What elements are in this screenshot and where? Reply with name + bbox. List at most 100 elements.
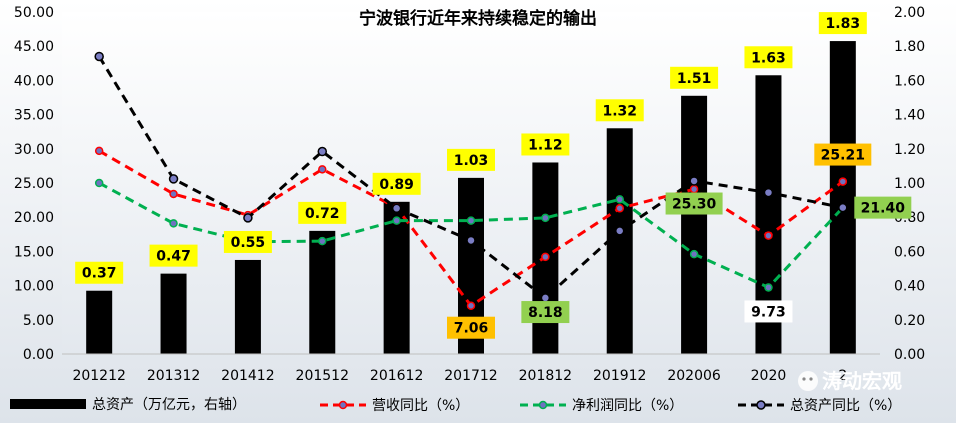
net-profit-point-label-text: 21.40: [861, 201, 906, 217]
left-axis-tick-label: 10.00: [14, 279, 54, 295]
left-axis: 0.00 5.00 10.00 15.00 20.00 25.00 30.00 35.00 40…: [14, 5, 54, 363]
left-axis-tick-label: 25.00: [14, 176, 54, 192]
left-axis-tick-label: 40.00: [14, 73, 54, 89]
right-axis-tick-label: 1.20: [894, 142, 925, 158]
left-axis-tick-label: 0.00: [23, 347, 54, 363]
bar: [606, 128, 633, 354]
left-axis-tick-label: 35.00: [14, 108, 54, 124]
right-axis-tick-label: 1.00: [894, 176, 925, 192]
legend-label: 净利润同比（%）: [572, 398, 683, 414]
bar-value-label: 0.55: [223, 230, 272, 253]
series-point: [540, 293, 551, 303]
series-point: [317, 146, 328, 157]
bar-value-label-bg: [595, 99, 644, 122]
bar-value-label-bg: [521, 133, 570, 156]
right-axis-tick-label: 0.00: [894, 347, 925, 363]
series-point: [615, 204, 624, 213]
bar-value-label: 0.89: [372, 172, 421, 195]
bar-value-label-bg: [298, 201, 347, 224]
legend-swatch-marker: [338, 400, 348, 410]
net-profit-point-label: 9.73: [744, 300, 793, 323]
left-axis-tick-label: 50.00: [14, 5, 54, 21]
series-point: [318, 236, 327, 246]
series-point: [689, 176, 699, 186]
wechat-icon-eye-left: [802, 377, 806, 381]
series-point: [466, 301, 476, 310]
bar-value-label-text: 0.37: [82, 266, 117, 282]
net-profit-point-label: 8.18: [521, 301, 570, 324]
bar-value-label-bg: [223, 230, 272, 253]
bar-value-label-bg: [447, 148, 495, 171]
net-profit-point-label-text: 25.30: [672, 197, 717, 213]
right-axis-tick-label: 2.00: [894, 5, 925, 21]
series-point: [466, 216, 476, 225]
left-axis-tick-label: 15.00: [14, 244, 54, 260]
bar-value-label-text: 1.83: [826, 16, 861, 32]
net-profit-point-label: 25.30: [665, 192, 723, 215]
net-profit-point-label-bg: [854, 196, 912, 219]
bar-value-label-text: 1.63: [751, 50, 786, 66]
left-axis-tick-label: 5.00: [23, 313, 54, 329]
revenue-point-label-text: 7.06: [454, 321, 489, 337]
bar-value-label-text: 1.12: [528, 137, 563, 153]
net-profit-point-label-bg: [521, 301, 570, 324]
series-point: [614, 226, 625, 236]
series-point: [391, 203, 402, 214]
series-point: [243, 213, 253, 223]
bar-value-label-text: 0.55: [231, 235, 266, 251]
bar-value-label-text: 1.51: [677, 71, 712, 87]
x-axis-tick-label: 201412: [221, 368, 274, 384]
x-axis-tick-label: 201712: [444, 368, 497, 384]
right-axis-tick-label: 1.80: [894, 39, 925, 55]
legend: 总资产（万亿元，右轴） 营收同比（%） 净利润同比（%） 总资产同比（%）: [10, 397, 901, 414]
revenue-point-label-bg: [814, 143, 872, 166]
bar-labels: 0.37 0.47 0.55 0.72 0.89 1.03 1.12 1.32 1.51 1.63…: [75, 12, 867, 284]
bar-value-label: 1.03: [447, 148, 495, 171]
bar-value-label-bg: [149, 244, 198, 267]
wechat-icon: [798, 371, 818, 391]
bar-value-label-text: 0.89: [379, 177, 414, 193]
series-point: [466, 235, 476, 246]
legend-label: 总资产同比（%）: [790, 398, 901, 414]
bar-value-label-text: 1.32: [602, 103, 637, 119]
x-axis-tick-label: 201812: [519, 368, 572, 384]
x-axis-tick-label: 202006: [667, 368, 721, 384]
bar-value-label-bg: [75, 261, 124, 284]
revenue-point-label: 7.06: [447, 316, 495, 339]
legend-swatch-marker: [538, 400, 548, 410]
left-axis-tick-label: 20.00: [14, 210, 54, 226]
bar-value-label-bg: [670, 66, 719, 89]
series-point: [541, 213, 550, 223]
bar: [234, 259, 261, 354]
net-profit-point-label-bg: [744, 300, 793, 323]
legend-label: 营收同比（%）: [372, 398, 469, 414]
x-axis-tick-label: 2020: [751, 368, 787, 384]
series-point: [541, 252, 550, 262]
bar: [829, 41, 856, 354]
bar-value-label-text: 0.47: [156, 249, 191, 265]
right-axis-tick-label: 1.60: [894, 73, 925, 89]
series-point: [764, 231, 773, 240]
bar-value-label: 0.72: [298, 201, 347, 224]
point-labels: 7.06 25.21 8.18 25.30 9.73 21.40: [447, 143, 912, 339]
x-axis-tick-label: 201512: [296, 368, 349, 384]
bar: [86, 290, 113, 354]
x-axis-tick-label: 2: [838, 368, 847, 384]
series-point: [169, 189, 178, 199]
net-profit-point-label: 21.40: [854, 196, 912, 219]
series-point: [838, 202, 848, 213]
wechat-icon-eye-right: [809, 377, 813, 381]
left-axis-tick-label: 45.00: [14, 39, 54, 55]
series-point: [392, 216, 401, 225]
series-point: [94, 178, 104, 188]
bar-value-label: 0.47: [149, 244, 198, 267]
bar-value-label: 1.51: [670, 66, 719, 89]
bar-value-label: 0.37: [75, 261, 124, 284]
watermark: 涛动宏观: [798, 369, 902, 393]
x-axis: 201212 201312 201412 201512 201612 201712 2018…: [72, 368, 847, 384]
x-axis-tick-label: 201612: [370, 368, 423, 384]
series-point: [763, 187, 774, 198]
watermark-text: 涛动宏观: [822, 369, 902, 393]
legend-swatch-marker: [756, 400, 766, 410]
